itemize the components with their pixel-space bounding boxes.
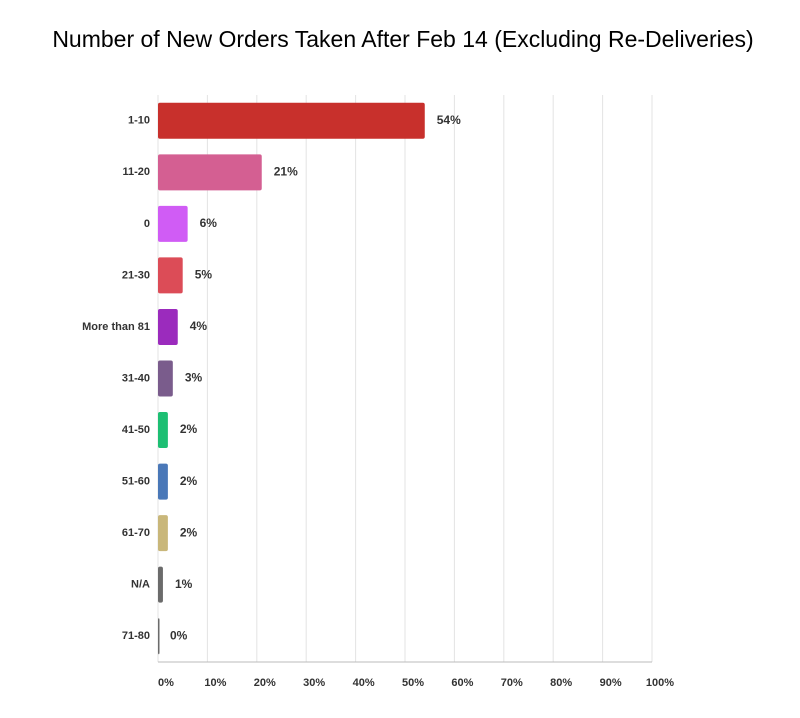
x-tick-label: 50% <box>402 677 424 689</box>
value-label: 5% <box>195 268 213 282</box>
x-tick-label: 100% <box>646 677 674 689</box>
y-tick-label: More than 81 <box>82 321 150 333</box>
bar <box>158 308 178 345</box>
bar <box>158 102 425 139</box>
value-label: 6% <box>200 216 218 230</box>
x-tick-label: 20% <box>254 677 276 689</box>
bar <box>158 515 168 552</box>
x-tick-label: 30% <box>303 677 325 689</box>
y-tick-label: N/A <box>131 579 150 591</box>
bar <box>158 566 163 603</box>
x-tick-label: 60% <box>451 677 473 689</box>
value-label: 2% <box>180 422 198 436</box>
bar <box>158 154 262 191</box>
value-label: 4% <box>190 319 208 333</box>
y-tick-label: 0 <box>144 218 150 230</box>
value-label: 21% <box>274 164 298 178</box>
y-tick-label: 51-60 <box>122 475 150 487</box>
y-tick-label: 1-10 <box>128 115 150 127</box>
bar <box>158 257 183 294</box>
value-label: 54% <box>437 113 461 127</box>
bar <box>158 412 168 449</box>
y-tick-label: 71-80 <box>122 630 150 642</box>
value-label: 2% <box>180 525 198 539</box>
y-tick-label: 11-20 <box>122 166 150 178</box>
chart-title: Number of New Orders Taken After Feb 14 … <box>52 26 753 52</box>
value-label: 2% <box>180 474 198 488</box>
x-tick-label: 0% <box>158 677 174 689</box>
bar <box>158 463 168 500</box>
y-tick-label: 31-40 <box>122 372 150 384</box>
y-tick-label: 41-50 <box>122 424 150 436</box>
x-tick-label: 40% <box>353 677 375 689</box>
value-label: 3% <box>185 371 203 385</box>
value-label: 1% <box>175 577 193 591</box>
value-label: 0% <box>170 628 188 642</box>
y-tick-label: 21-30 <box>122 269 150 281</box>
x-tick-label: 80% <box>550 677 572 689</box>
x-tick-label: 70% <box>501 677 523 689</box>
y-tick-label: 61-70 <box>122 527 150 539</box>
x-tick-label: 90% <box>600 677 622 689</box>
bar <box>158 205 188 242</box>
bar <box>158 618 160 655</box>
bar <box>158 360 173 397</box>
x-tick-label: 10% <box>204 677 226 689</box>
